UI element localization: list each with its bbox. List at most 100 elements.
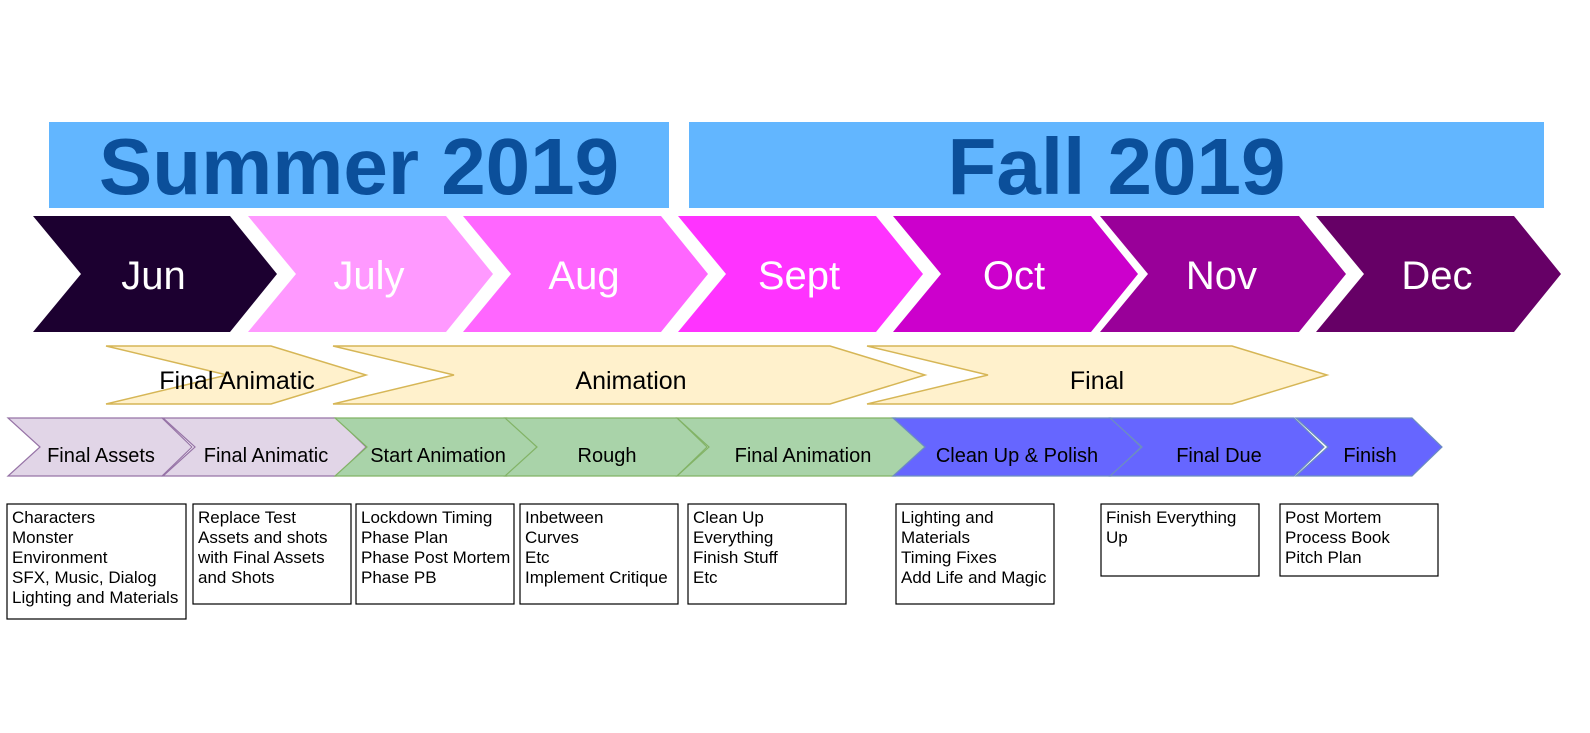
note-box-border (1279, 503, 1439, 577)
note-line: Clean Up (693, 508, 764, 527)
month-label: July (333, 254, 404, 298)
month-arrow (1316, 216, 1561, 332)
note-box-border (1100, 503, 1260, 577)
season-label: Fall 2019 (947, 122, 1285, 211)
month-label: Oct (983, 254, 1045, 298)
note-line: Implement Critique (525, 568, 668, 587)
month-jun: Jun (33, 216, 277, 332)
month-label: Sept (758, 254, 840, 298)
note-box-border (355, 503, 515, 605)
note-line: with Final Assets (197, 548, 325, 567)
phase-arrow-shape (866, 345, 1330, 405)
month-arrow (248, 216, 493, 332)
month-aug: Aug (463, 216, 708, 332)
stage-label: Rough (578, 445, 637, 467)
month-dec: Dec (1316, 216, 1561, 332)
note-line: SFX, Music, Dialog (12, 568, 157, 587)
note-line: Lighting and Materials (12, 588, 178, 607)
stage-label: Final Animatic (204, 445, 329, 467)
season-banner-bg (49, 122, 669, 208)
note-line: Up (1106, 528, 1128, 547)
stage-label: Final Assets (47, 445, 155, 467)
note-line: Lockdown Timing (361, 508, 492, 527)
season-banner: Summer 2019 (49, 122, 669, 211)
note-box-border (192, 503, 352, 605)
note-line: Etc (525, 548, 550, 567)
month-label: Nov (1186, 254, 1257, 298)
note-line: Replace Test (198, 508, 296, 527)
month-arrow (1100, 216, 1346, 332)
month-nov: Nov (1100, 216, 1346, 332)
note-line: and Shots (198, 568, 275, 587)
note-line: Pitch Plan (1285, 548, 1362, 567)
note-line: Curves (525, 528, 579, 547)
note-line: Characters (12, 508, 95, 527)
stage-arrow: Clean Up & Polish (891, 417, 1142, 477)
phase-label: Animation (575, 367, 686, 395)
note-box-border (687, 503, 847, 605)
note-line: Process Book (1285, 528, 1390, 547)
season-label: Summer 2019 (99, 122, 619, 211)
stage-arrow-shape (1108, 417, 1325, 477)
note-line: Finish Stuff (693, 548, 778, 567)
month-arrow (33, 216, 277, 332)
month-label: Aug (548, 254, 619, 298)
stage-label: Start Animation (370, 445, 506, 467)
note-line: Assets and shots (198, 528, 327, 547)
phase-arrow-shape (105, 345, 369, 405)
month-july: July (248, 216, 493, 332)
stage-arrow: Start Animation (333, 417, 538, 477)
note-line: Phase Post Mortem (361, 548, 510, 567)
stage-arrow: Final Due (1108, 417, 1325, 477)
season-banner: Fall 2019 (689, 122, 1544, 211)
note-line: Phase PB (361, 568, 437, 587)
note-line: Finish Everything (1106, 508, 1236, 527)
phase-label: Final Animatic (159, 367, 315, 395)
note-box-border (6, 503, 187, 620)
month-oct: Oct (893, 216, 1138, 332)
stage-label: Final Due (1176, 445, 1262, 467)
stage-label: Clean Up & Polish (936, 445, 1098, 467)
month-arrow (678, 216, 923, 332)
note-line: Timing Fixes (901, 548, 997, 567)
phase-arrow: Animation (332, 345, 928, 405)
note-box-border (519, 503, 679, 605)
month-sept: Sept (678, 216, 923, 332)
season-banner-bg (689, 122, 1544, 208)
stage-arrow: Final Assets (6, 417, 193, 477)
stage-arrow: Final Animatic (161, 417, 367, 477)
note-line: Post Mortem (1285, 508, 1381, 527)
note-line: Phase Plan (361, 528, 448, 547)
stage-arrow: Final Animation (675, 417, 927, 477)
phase-label: Final (1070, 367, 1124, 395)
phase-arrow: Final (866, 345, 1330, 405)
note-line: Add Life and Magic (901, 568, 1047, 587)
month-label: Dec (1401, 254, 1472, 298)
stage-arrow-shape (6, 417, 193, 477)
note-line: Materials (901, 528, 970, 547)
month-label: Jun (121, 254, 186, 298)
stage-label: Final Animation (735, 445, 872, 467)
stage-label: Finish (1343, 445, 1396, 467)
phase-arrow: Final Animatic (105, 345, 369, 405)
month-arrow (463, 216, 708, 332)
note-line: Everything (693, 528, 773, 547)
note-line: Etc (693, 568, 718, 587)
phase-arrow-shape (332, 345, 928, 405)
month-arrow (893, 216, 1138, 332)
note-line: Inbetween (525, 508, 603, 527)
stage-arrow: Finish (1294, 417, 1443, 477)
note-box-border (895, 503, 1055, 605)
stage-arrow-shape (1294, 417, 1443, 477)
note-line: Environment (12, 548, 108, 567)
note-line: Lighting and (901, 508, 994, 527)
